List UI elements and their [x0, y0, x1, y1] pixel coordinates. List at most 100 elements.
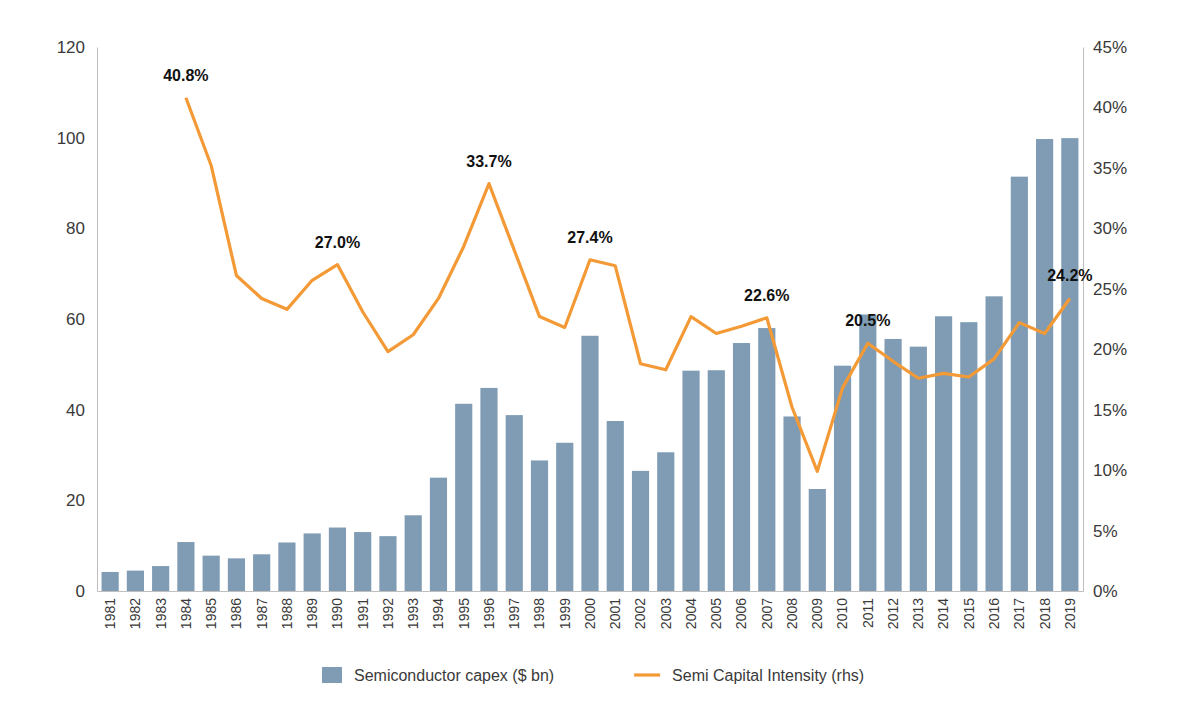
tick-label: 40: [66, 401, 85, 420]
y2-tick: 20%: [1083, 340, 1127, 359]
annotation: 40.8%: [163, 67, 208, 84]
bar: [733, 343, 750, 591]
legend-label: Semi Capital Intensity (rhs): [672, 667, 864, 684]
bar: [884, 339, 901, 591]
bar: [1036, 139, 1053, 591]
legend-swatch: [322, 667, 342, 683]
tick-label: 20%: [1093, 340, 1127, 359]
bar: [960, 322, 977, 591]
tick-label: 1997: [506, 598, 522, 629]
bar: [682, 371, 699, 591]
tick-label: 1986: [228, 598, 244, 629]
tick-label: 1981: [102, 598, 118, 629]
bar: [203, 556, 220, 591]
tick-label: 1984: [178, 598, 194, 629]
annotation: 27.0%: [315, 234, 360, 251]
tick-label: 0: [76, 582, 85, 601]
annotation: 27.4%: [567, 229, 612, 246]
x-tick: 2011: [860, 591, 876, 628]
legend-label: Semiconductor capex ($ bn): [354, 667, 554, 684]
x-tick: 1990: [329, 591, 345, 629]
x-tick: 1983: [153, 591, 169, 629]
bar: [809, 489, 826, 591]
bar: [102, 572, 119, 591]
line: [186, 98, 1070, 472]
tick-label: 100: [57, 129, 85, 148]
x-tick: 2005: [708, 591, 724, 629]
tick-label: 2006: [733, 598, 749, 629]
x-tick: 1991: [355, 591, 371, 629]
x-tick: 1981: [102, 591, 118, 629]
bar: [379, 536, 396, 591]
tick-label: 1990: [329, 598, 345, 629]
tick-label: 1991: [355, 598, 371, 629]
y2-tick: 15%: [1083, 401, 1127, 420]
tick-label: 2019: [1062, 598, 1078, 629]
tick-label: 1995: [456, 598, 472, 629]
bar: [354, 532, 371, 591]
tick-label: 2003: [658, 598, 674, 629]
x-tick: 2019: [1062, 591, 1078, 629]
annotation: 33.7%: [466, 153, 511, 170]
y-tick: 40: [66, 401, 97, 420]
tick-label: 25%: [1093, 280, 1127, 299]
x-tick: 2007: [759, 591, 775, 629]
tick-label: 45%: [1093, 38, 1127, 57]
axis-line: [1083, 48, 1084, 592]
tick-label: 2001: [607, 598, 623, 629]
x-tick: 2004: [683, 591, 699, 629]
tick-label: 2017: [1011, 598, 1027, 629]
bar: [1061, 138, 1078, 591]
y2-tick: 30%: [1083, 219, 1127, 238]
tick-label: 10%: [1093, 461, 1127, 480]
y-tick: 100: [57, 129, 97, 148]
y2-tick: 0%: [1083, 582, 1118, 601]
plot-marks: [102, 98, 1079, 591]
x-axis: 1981198219831984198519861987198819891990…: [98, 591, 1084, 629]
bar: [708, 370, 725, 591]
x-tick: 2010: [834, 591, 850, 629]
tick-label: 1999: [557, 598, 573, 629]
bar: [228, 558, 245, 591]
bar: [177, 542, 194, 591]
tick-label: 1982: [127, 598, 143, 629]
x-tick: 1999: [557, 591, 573, 629]
x-tick: 2013: [910, 591, 926, 629]
legend-item: Semi Capital Intensity (rhs): [634, 667, 864, 684]
x-tick: 1987: [254, 591, 270, 629]
tick-label: 0%: [1093, 582, 1118, 601]
tick-label: 120: [57, 38, 85, 57]
tick-label: 2004: [683, 598, 699, 629]
legend: Semiconductor capex ($ bn) Semi Capital I…: [322, 667, 864, 684]
bar: [430, 478, 447, 591]
x-tick: 1992: [380, 591, 396, 629]
tick-label: 2018: [1037, 598, 1053, 629]
legend-item: Semiconductor capex ($ bn): [322, 667, 554, 684]
annotation: 20.5%: [845, 312, 890, 329]
tick-label: 2016: [986, 598, 1002, 629]
bar: [986, 296, 1003, 591]
bar: [506, 415, 523, 591]
tick-label: 1993: [405, 598, 421, 629]
tick-label: 60: [66, 310, 85, 329]
tick-label: 5%: [1093, 521, 1118, 540]
bar: [556, 443, 573, 591]
bar: [783, 416, 800, 591]
tick-label: 2013: [910, 598, 926, 629]
axis-line: [98, 591, 1084, 592]
tick-label: 1994: [430, 598, 446, 629]
tick-label: 1985: [203, 598, 219, 629]
chart: 0204060801001200%5%10%15%20%25%30%35%40%…: [0, 0, 1200, 710]
bar: [253, 554, 270, 591]
x-tick: 2016: [986, 591, 1002, 629]
bar: [581, 336, 598, 591]
tick-label: 2010: [834, 598, 850, 629]
tick-label: 2011: [860, 598, 876, 628]
x-tick: 2002: [632, 591, 648, 629]
x-tick: 1986: [228, 591, 244, 629]
tick-label: 1998: [531, 598, 547, 629]
bar: [632, 471, 649, 591]
annotation: 24.2%: [1047, 267, 1092, 284]
x-tick: 2008: [784, 591, 800, 629]
x-tick: 2015: [961, 591, 977, 629]
